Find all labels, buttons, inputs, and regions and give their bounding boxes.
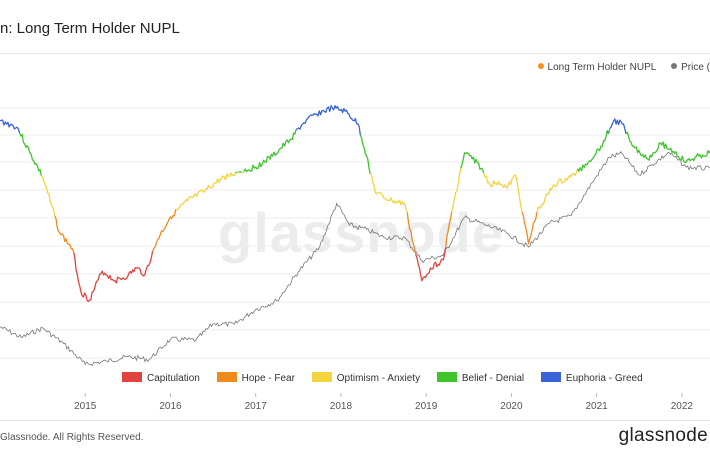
zone-label-capitulation: Capitulation — [147, 373, 200, 384]
legend-item-price[interactable]: Price ( — [671, 62, 710, 73]
nupl-segment-27 — [625, 131, 710, 164]
swatch-icon — [122, 372, 142, 382]
nupl-segment-8 — [236, 171, 240, 174]
nupl-segment-18 — [451, 168, 462, 213]
nupl-segment-11 — [243, 129, 297, 173]
nupl-segment-17 — [445, 211, 453, 248]
zone-label-euphoria-greed: Euphoria - Greed — [565, 373, 643, 384]
nupl-segment-1 — [19, 132, 42, 176]
nupl-segment-21 — [521, 211, 538, 245]
swatch-icon — [311, 372, 332, 382]
swatch-icon — [436, 372, 457, 382]
x-tick-label-2017: 2017 — [245, 401, 268, 412]
nupl-segment-7 — [235, 171, 238, 174]
nupl-segment-2 — [40, 175, 56, 217]
zone-legend-hope-fear: Hope - Fear — [216, 372, 295, 384]
x-tick-label-2022: 2022 — [671, 401, 694, 412]
watermark: glassnode — [218, 201, 504, 264]
chart-title: n: Long Term Holder NUPL — [0, 20, 180, 37]
zone-legend-capitulation: Capitulation — [122, 372, 200, 384]
nupl-segment-14 — [369, 173, 408, 213]
x-tick-label-2021: 2021 — [586, 401, 609, 412]
x-tick-label-2020: 2020 — [500, 401, 523, 412]
zone-legend: Capitulation Hope - Fear Optimism - Anxi… — [122, 372, 657, 384]
legend-dot-icon — [671, 63, 678, 69]
swatch-icon — [216, 372, 237, 382]
footer-copyright: Glassnode. All Rights Reserved. — [0, 432, 144, 443]
zone-legend-belief-denial: Belief - Denial — [436, 372, 525, 384]
nupl-segment-12 — [296, 104, 362, 136]
zone-label-belief-denial: Belief - Denial — [461, 373, 525, 384]
header-divider — [0, 53, 710, 54]
x-tick-label-2015: 2015 — [74, 401, 97, 412]
x-tick-label-2019: 2019 — [415, 401, 438, 412]
zone-legend-euphoria-greed: Euphoria - Greed — [540, 372, 643, 384]
nupl-segment-23 — [577, 130, 608, 172]
legend-item-nupl[interactable]: Long Term Holder NUPL — [537, 62, 657, 73]
nupl-segment-19 — [460, 152, 485, 174]
nupl-segment-16 — [415, 247, 447, 282]
nupl-segment-13 — [359, 135, 371, 174]
nupl-segment-6 — [175, 171, 237, 211]
price-line — [0, 151, 710, 367]
nupl-segment-4 — [73, 250, 154, 303]
nupl-segment-5 — [152, 209, 177, 252]
zone-legend-optimism-anxiety: Optimism - Anxiety — [311, 372, 421, 384]
nupl-segment-25 — [607, 128, 611, 134]
series-legend: Long Term Holder NUPL Price ( — [526, 62, 710, 73]
chart-plot: 2015 2016 2017 2018 2019 2020 2021 2022 — [0, 104, 710, 412]
nupl-segment-15 — [406, 212, 417, 255]
x-tick-label-2018: 2018 — [330, 401, 353, 412]
swatch-icon — [540, 372, 561, 382]
nupl-segment-9 — [238, 171, 242, 173]
nupl-segment-10 — [241, 170, 245, 174]
nupl-segment-20 — [483, 172, 523, 213]
legend-label-nupl: Long Term Holder NUPL — [547, 62, 657, 73]
zone-label-hope-fear: Hope - Fear — [241, 373, 295, 384]
nupl-segment-0 — [0, 119, 21, 134]
x-tick-label-2016: 2016 — [159, 401, 182, 412]
nupl-segment-22 — [536, 168, 579, 213]
legend-label-price: Price ( — [681, 62, 710, 73]
nupl-segment-3 — [54, 215, 75, 253]
zone-label-optimism-anxiety: Optimism - Anxiety — [336, 373, 421, 384]
nupl-segment-26 — [609, 118, 627, 135]
legend-dot-icon — [537, 63, 544, 69]
footer-divider — [0, 420, 710, 421]
footer-brand-logo: glassnode — [618, 425, 708, 446]
